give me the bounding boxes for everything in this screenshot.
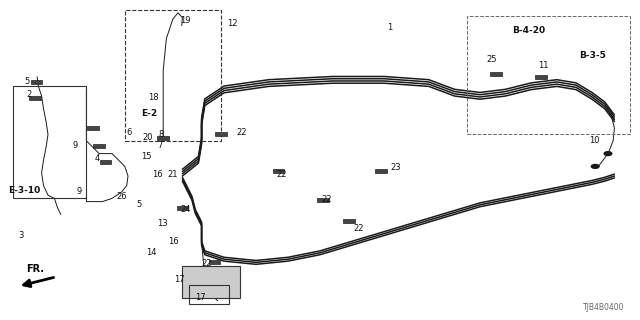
Bar <box>209 260 220 264</box>
Bar <box>125 10 221 141</box>
Bar <box>375 169 387 173</box>
Bar <box>215 132 227 136</box>
Text: 11: 11 <box>538 61 548 70</box>
Bar <box>93 144 105 148</box>
Bar <box>189 285 229 304</box>
Text: 17: 17 <box>195 293 206 302</box>
Text: 23: 23 <box>390 164 401 172</box>
Text: B-3-5: B-3-5 <box>579 52 606 60</box>
Text: 9: 9 <box>77 188 82 196</box>
Bar <box>177 206 188 210</box>
Text: 5: 5 <box>136 200 141 209</box>
Text: 19: 19 <box>180 16 191 25</box>
Text: 5: 5 <box>24 77 29 86</box>
Text: 8: 8 <box>159 130 164 139</box>
Circle shape <box>604 152 612 156</box>
Text: B-4-20: B-4-20 <box>512 26 545 35</box>
Bar <box>29 96 41 100</box>
Text: 16: 16 <box>152 170 163 179</box>
Text: TJB4B0400: TJB4B0400 <box>582 303 624 312</box>
Text: 22: 22 <box>276 170 287 179</box>
Text: 10: 10 <box>589 136 599 145</box>
Text: 1: 1 <box>387 23 392 32</box>
Circle shape <box>591 164 599 168</box>
Bar <box>467 16 630 134</box>
Text: 18: 18 <box>148 93 159 102</box>
Bar <box>535 75 547 79</box>
Text: 22: 22 <box>237 128 247 137</box>
Text: 16: 16 <box>168 237 179 246</box>
Text: 2: 2 <box>27 90 32 99</box>
Text: 9: 9 <box>72 141 77 150</box>
Text: 7: 7 <box>157 141 162 150</box>
Bar <box>317 198 329 202</box>
Text: 21: 21 <box>168 170 178 179</box>
Text: 14: 14 <box>146 248 156 257</box>
Text: E-2: E-2 <box>141 109 157 118</box>
Bar <box>100 160 111 164</box>
Text: 6: 6 <box>127 128 132 137</box>
Text: 22: 22 <box>202 260 212 268</box>
Text: 13: 13 <box>157 220 168 228</box>
Bar <box>31 80 42 84</box>
Text: 24: 24 <box>180 205 191 214</box>
Text: FR.: FR. <box>26 264 44 274</box>
Text: 26: 26 <box>116 192 127 201</box>
Bar <box>490 72 502 76</box>
Text: E-3-10: E-3-10 <box>8 186 40 195</box>
Bar <box>182 266 240 298</box>
Text: 25: 25 <box>486 55 497 64</box>
Bar <box>13 86 86 198</box>
Text: 22: 22 <box>321 196 332 204</box>
Bar <box>273 169 284 173</box>
Text: 3: 3 <box>18 231 23 240</box>
Text: 12: 12 <box>227 20 237 28</box>
Text: 15: 15 <box>141 152 151 161</box>
Bar <box>87 126 99 130</box>
Bar <box>157 136 169 140</box>
Text: 4: 4 <box>95 154 100 163</box>
Text: 22: 22 <box>353 224 364 233</box>
Text: 17: 17 <box>174 276 185 284</box>
Text: 20: 20 <box>142 133 152 142</box>
Bar <box>343 219 355 223</box>
